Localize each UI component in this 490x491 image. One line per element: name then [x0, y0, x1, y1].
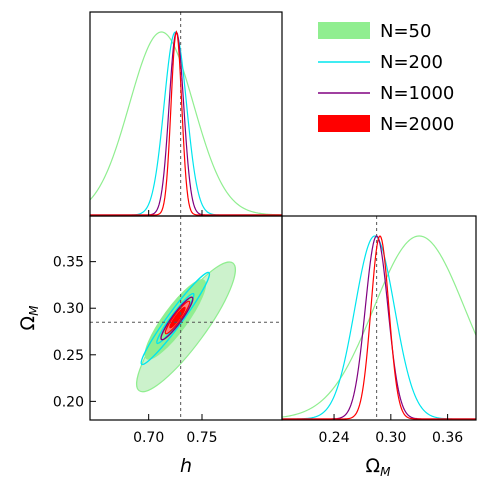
omega-diag-tick-label-0: 0.24 [318, 430, 349, 446]
omega-marginal-curve-n2000 [282, 235, 476, 420]
h-marginal-curve-n2000 [90, 30, 282, 216]
legend-entry-n50: N=50 [318, 21, 431, 42]
y-axis-label-omega: ΩM [17, 305, 41, 331]
contour-n1000-95pct [160, 296, 194, 341]
omega-marginal-curve-n50 [282, 235, 476, 418]
omega-marginal-panel [282, 216, 476, 420]
h-marginal-curve-n50 [90, 31, 282, 216]
legend-swatch-n50 [318, 22, 370, 39]
joint-contour-panel [90, 216, 282, 420]
contour-n200-95pct [140, 271, 211, 366]
h-marginal-curve-n200 [90, 31, 282, 216]
legend-entry-n1000: N=1000 [318, 83, 454, 104]
omega-tick-label-0: 0.20 [53, 394, 84, 410]
legend-label-n1000: N=1000 [380, 83, 454, 104]
h-tick-label-0: 0.70 [133, 430, 164, 446]
h-tick-label-1: 0.75 [186, 430, 217, 446]
legend-entry-n2000: N=2000 [318, 114, 454, 135]
omega-tick-label-1: 0.25 [53, 348, 84, 364]
legend-label-n200: N=200 [380, 52, 443, 73]
omega-diag-tick-label-1: 0.30 [375, 430, 406, 446]
legend: N=50 N=200 N=1000 N=2000 [318, 21, 454, 135]
contour-n2000-68pct [169, 306, 186, 329]
legend-label-n50: N=50 [380, 21, 431, 42]
legend-swatch-n2000 [318, 115, 370, 132]
h-marginal-curve-n1000 [90, 30, 282, 216]
omega-diag-tick-label-2: 0.36 [432, 430, 463, 446]
legend-entry-n200: N=200 [318, 52, 443, 73]
h-marginal-panel [90, 12, 282, 216]
contour-n50-95pct [136, 261, 236, 393]
omega-marginal-frame [281, 215, 477, 421]
omega-tick-label-2: 0.30 [53, 301, 84, 317]
omega-marginal-curve-n200 [282, 235, 476, 420]
legend-label-n2000: N=2000 [380, 114, 454, 135]
omega-marginal-curve-n1000 [282, 235, 476, 420]
omega-tick-label-3: 0.35 [53, 255, 84, 271]
x-axis-label-h: h [180, 455, 192, 477]
x-axis-label-omega: ΩM [366, 455, 392, 479]
axis-ticks: 0.70 0.75 0.20 0.25 0.30 0.35 0.24 0.30 0.36 [53, 210, 463, 446]
h-marginal-frame [89, 11, 283, 217]
